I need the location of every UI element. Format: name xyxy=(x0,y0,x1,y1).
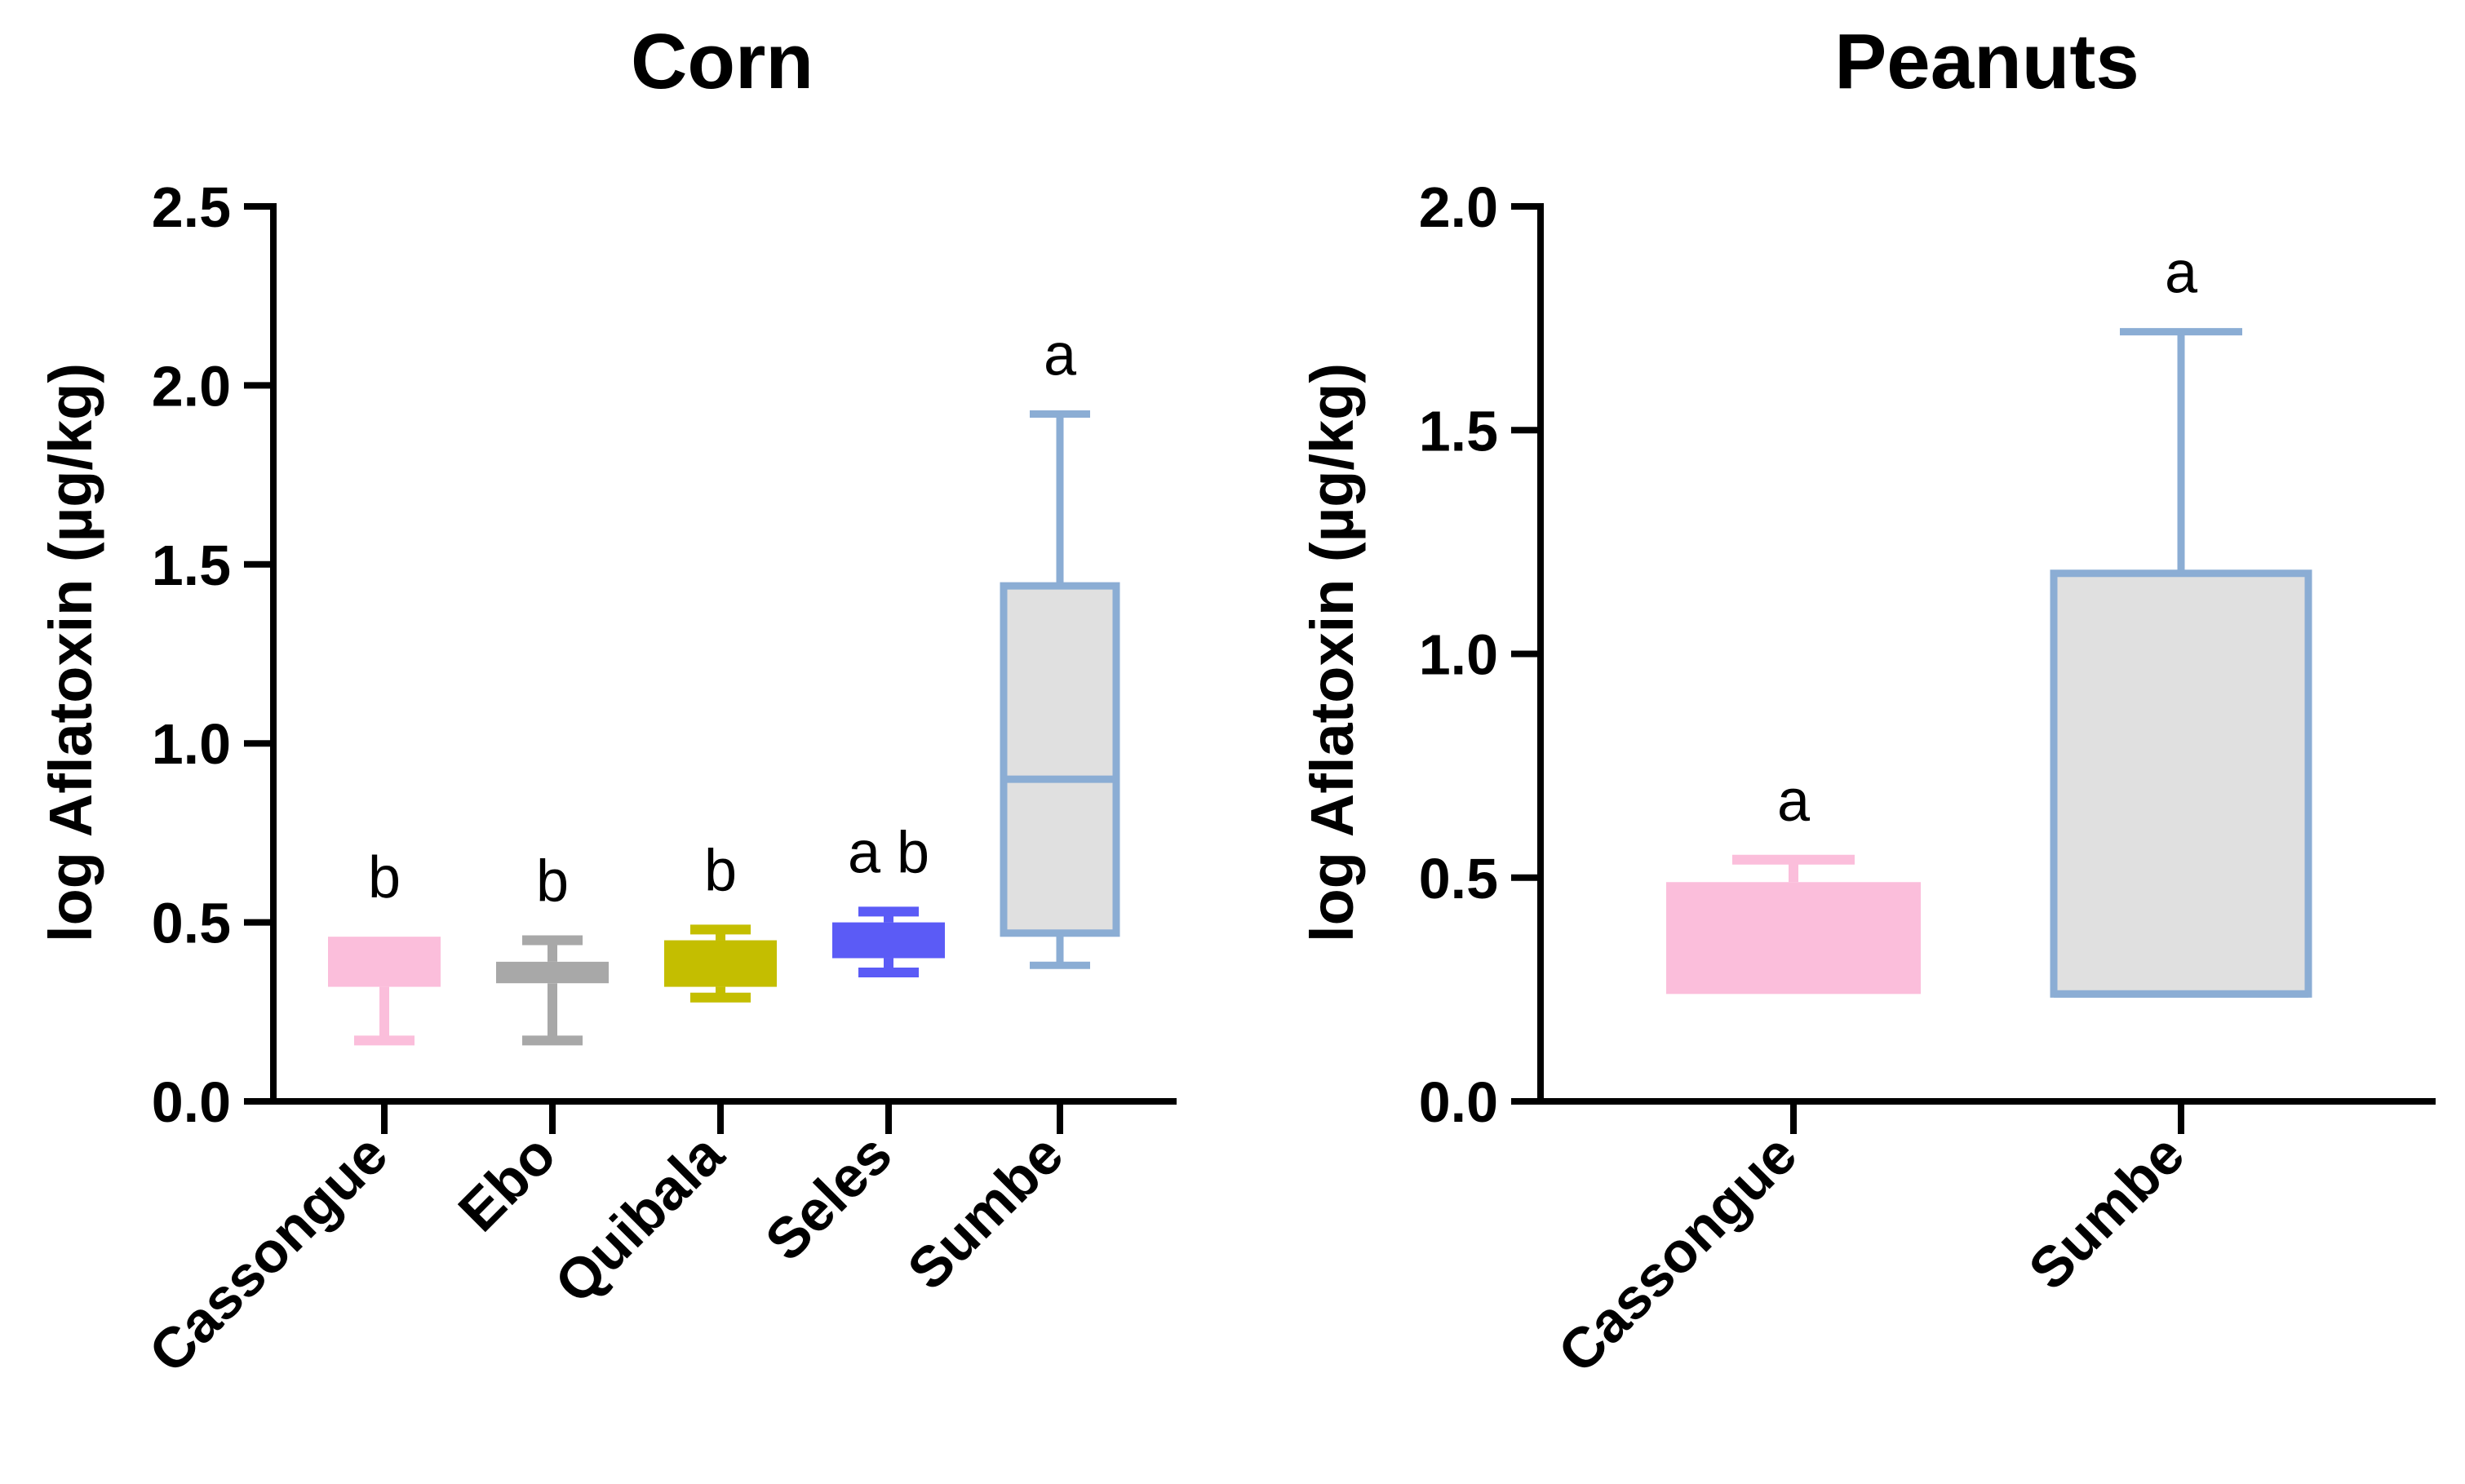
x-tick-label: Quibala xyxy=(543,1122,736,1315)
box-seles: a b xyxy=(832,820,945,978)
axes xyxy=(270,203,1177,1105)
box-cassongue: a xyxy=(1666,769,1921,995)
y-tick-label: 0.0 xyxy=(152,1070,231,1134)
significance-letter: b xyxy=(704,838,737,903)
y-tick-label: 2.0 xyxy=(152,354,231,418)
x-tick-label: Ebo xyxy=(446,1122,568,1243)
box-quibala: b xyxy=(664,838,777,1003)
x-tick-label: Sumbe xyxy=(895,1122,1075,1301)
y-tick-label: 2.5 xyxy=(152,175,231,239)
box-body xyxy=(664,940,777,987)
box-body xyxy=(328,937,441,987)
box-sumbe: a xyxy=(1000,323,1120,969)
significance-letter: a xyxy=(2165,241,2198,306)
y-ticks: 0.0 0.5 1.0 1.5 2.0 2.5 xyxy=(152,175,273,1134)
chart-title: Corn xyxy=(631,18,814,105)
box-plots: b b b a b a xyxy=(328,323,1120,1046)
y-tick-label: 0.5 xyxy=(152,892,231,955)
box-sumbe: a xyxy=(2050,241,2312,998)
y-tick-label: 0.0 xyxy=(1419,1070,1498,1134)
x-tick-label: Cassongue xyxy=(137,1122,400,1384)
x-tick-label: Seles xyxy=(753,1122,904,1273)
y-tick-label: 1.5 xyxy=(1419,399,1498,463)
significance-letter: a xyxy=(1777,769,1811,834)
y-tick-label: 1.0 xyxy=(152,712,231,776)
y-tick-label: 2.0 xyxy=(1419,175,1498,239)
significance-letter: a b xyxy=(848,820,929,885)
significance-letter: b xyxy=(536,849,569,915)
box-ebo: b xyxy=(496,849,609,1046)
x-tick-label: Sumbe xyxy=(2016,1122,2196,1301)
significance-letter: a xyxy=(1044,323,1077,388)
box-body xyxy=(1666,882,1921,995)
box-cassongue: b xyxy=(328,845,441,1046)
y-tick-label: 1.0 xyxy=(1419,623,1498,687)
box-body xyxy=(2050,569,2312,998)
x-tick-labels: Cassongue Sumbe xyxy=(1546,1101,2197,1384)
y-tick-label: 0.5 xyxy=(1419,847,1498,910)
y-axis-label: log Aflatoxin (µg/kg) xyxy=(1298,363,1366,942)
significance-letter: b xyxy=(368,845,401,910)
peanuts-panel: Peanuts log Aflatoxin (µg/kg) 0.0 0.5 1.0 1… xyxy=(1298,18,2436,1384)
box-body xyxy=(496,961,609,984)
x-tick-label: Cassongue xyxy=(1546,1122,1809,1384)
chart-title: Peanuts xyxy=(1834,18,2139,105)
y-tick-label: 1.5 xyxy=(152,534,231,597)
y-axis-label: log Aflatoxin (µg/kg) xyxy=(37,363,104,942)
box-body xyxy=(832,922,945,959)
corn-panel: Corn log Aflatoxin (µg/kg) 0.0 0.5 1.0 1.5 2… xyxy=(37,18,1177,1384)
box-plots: aa xyxy=(1666,241,2312,998)
box-body xyxy=(1000,582,1120,937)
axes xyxy=(1537,203,2436,1105)
y-ticks: 0.0 0.5 1.0 1.5 2.0 xyxy=(1419,175,1541,1134)
